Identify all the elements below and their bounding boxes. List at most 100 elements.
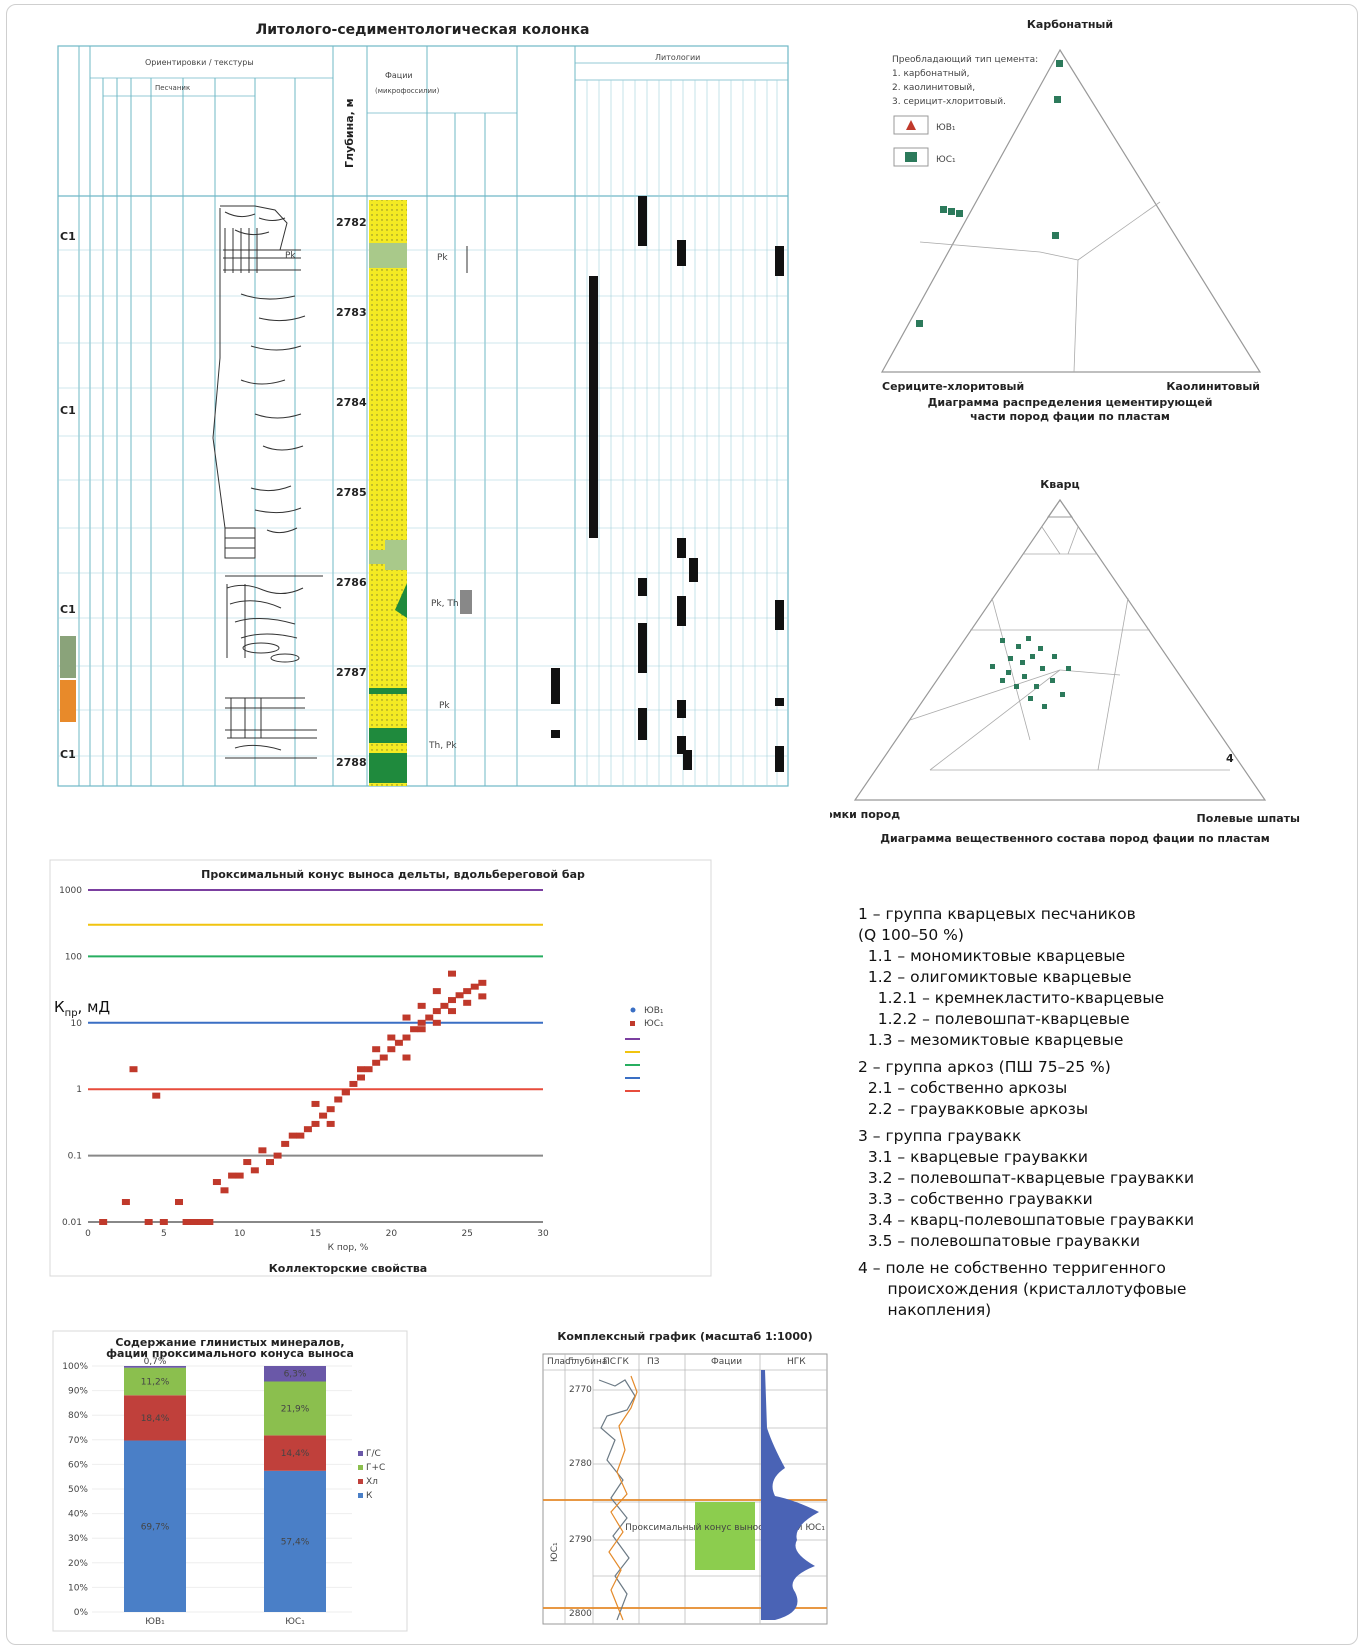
scatter-point [402,1054,411,1061]
facies-mark-texture: Pk [285,251,296,261]
scatter-svg: Проксимальный конус выноса дельты, вдоль… [49,859,712,1277]
svg-text:Песчаник: Песчаник [155,84,190,92]
composition-apex-top: Кварц [1040,478,1079,491]
bars-ytick: 50% [68,1485,88,1495]
svg-text:НГК: НГК [787,1357,806,1367]
bars-title-1: Содержание глинистых минералов, [115,1336,344,1349]
bar-segment [124,1366,186,1368]
ternary-composition-panel: Кварц 4 Обломки пород [800,470,1310,870]
scatter-point [372,1059,381,1066]
depth-2788: 2788 [336,756,367,769]
scatter-xtick: 5 [161,1229,167,1239]
legend-row: 1 – группа кварцевых песчаников [858,905,1136,923]
scatter-point [205,1219,214,1225]
scatter-ylabel: Кпр, мД [52,998,113,1019]
scatter-point [121,1199,130,1206]
scatter-point [432,1008,441,1015]
scatter-point [197,1219,206,1225]
svg-text:Глубина: Глубина [568,1357,607,1367]
bar-segment [124,1367,186,1396]
bars-title-2: фации проксимального конуса выноса [106,1347,354,1360]
scatter-point [212,1179,221,1186]
depth-2782: 2782 [336,216,367,229]
svg-text:2770: 2770 [569,1385,592,1395]
cement-label-1: C1 [60,230,76,243]
scatter-point [410,1026,419,1033]
cement-caption-1: Диаграмма распределения цементирующей [928,396,1213,409]
scatter-title: Проксимальный конус выноса дельты, вдоль… [201,868,585,881]
bar-segment-label: 6,3% [284,1370,307,1380]
scatter-point [463,999,472,1006]
legend-row: 2.1 – собственно аркозы [858,1079,1068,1097]
bars-legend-swatch [358,1451,363,1456]
scatter-point [425,1014,434,1021]
svg-text:2800: 2800 [569,1609,592,1619]
legend-row: 3.4 – кварц-полевошпатовые граувакки [858,1211,1195,1229]
bar-segment [264,1366,326,1382]
scatter-point [402,1034,411,1041]
composition-apex-right: Полевые шпаты [1196,812,1300,825]
scatter-point [258,1147,267,1154]
legend-row: 1.3 – мезомиктовые кварцевые [858,1031,1124,1049]
scatter-point [417,1026,426,1033]
ternary-cement-svg: Карбонатный Преобладающий тип цемента: 1… [880,18,1262,423]
scatter-xtick: 25 [461,1229,472,1239]
scatter-point [99,1219,108,1225]
bar-top-label: 0,7% [144,1357,167,1367]
scatter-point [311,1120,320,1127]
scatter-point [228,1172,237,1179]
scatter-point [190,1219,199,1225]
bars-ytick: 0% [74,1608,89,1618]
scatter-ytick: 1 [76,1085,82,1095]
bar-segment-label: 11,2% [141,1377,170,1387]
composition-legend: 1 – группа кварцевых песчаников (Q 100–50… [858,904,1338,1321]
scatter-ytick: 0.1 [68,1152,82,1162]
scatter-point [478,979,487,986]
depth-2784: 2784 [336,396,367,409]
svg-text:(микрофоссилии): (микрофоссилии) [375,87,440,95]
depth-2783: 2783 [336,306,367,319]
bar-segment-label: 18,4% [141,1414,170,1424]
bars-ytick: 30% [68,1534,88,1544]
legend-row: 3.5 – полевошпатовые граувакки [858,1232,1141,1250]
lithology-column-panel: Литолого-седиментологическая колонка [55,18,790,788]
cement-apex-left: Сериците-хлоритовый [882,380,1024,393]
bar-segment-label: 57,4% [281,1537,310,1547]
scatter-xlabel: К пор, % [328,1243,369,1253]
scatter-point [296,1132,305,1139]
clay-bars-panel: Содержание глинистых минералов, фации пр… [52,1330,408,1632]
scatter-point [417,1002,426,1009]
facies-mark-4: Th, Pk [428,741,457,751]
bars-ytick: 80% [68,1411,88,1421]
scatter-ytick: 1000 [59,886,82,896]
scatter-xtick: 0 [85,1229,91,1239]
scatter-ytick: 100 [65,952,82,962]
scatter-point [250,1167,259,1174]
scatter-point [266,1159,274,1166]
scatter-point [311,1100,320,1107]
ternary-composition-svg: Кварц 4 Обломки пород [800,478,1300,845]
scatter-point [364,1066,373,1073]
bar-segment [264,1381,326,1436]
bars-legend-label: Г+С [366,1463,385,1473]
svg-text:2780: 2780 [569,1459,592,1469]
scatter-point [334,1096,343,1103]
scatter-point [448,997,456,1004]
scatter-point [319,1112,328,1119]
scatter-point [448,1008,456,1015]
legend-row: 4 – поле не собственно терригенного [858,1259,1166,1277]
bars-ytick: 40% [68,1510,88,1520]
composition-apex-left: Обломки пород [830,808,900,821]
depth-2785: 2785 [336,486,367,499]
scatter-point [129,1066,138,1073]
scatter-legend-box: ЮВ₁ ЮС₁ [625,1006,664,1092]
cement-label-4: C1 [60,748,76,761]
scatter-point [379,1054,388,1061]
composition-caption: Диаграмма вещественного состава пород фа… [880,832,1269,845]
scatter-point [182,1219,191,1225]
legend-row: 1.2.2 – полевошпат-кварцевые [858,1010,1130,1028]
svg-text:2. каолинитовый,: 2. каолинитовый, [892,83,975,93]
svg-text:Литологии: Литологии [655,53,700,62]
facies-mark-3: Pk [439,701,450,711]
legend-row: 2 – группа аркоз (ПШ 75–25 %) [858,1058,1111,1076]
